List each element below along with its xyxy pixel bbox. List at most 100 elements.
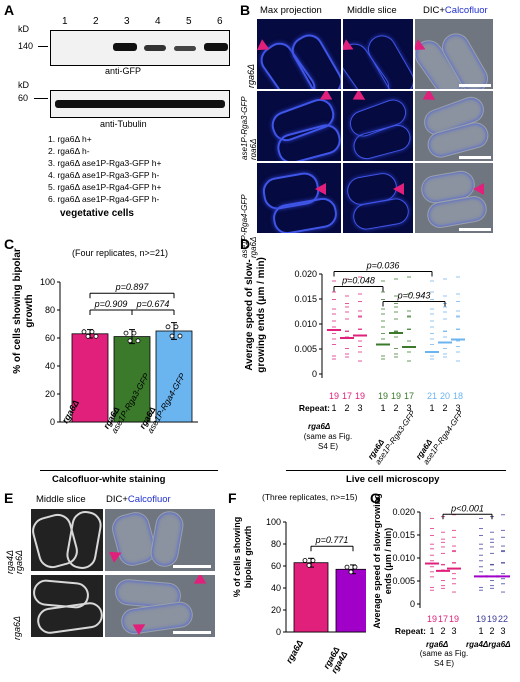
cell <box>64 509 103 571</box>
strain-legend-item: 5. rga6Δ ase1P-Rga4-GFP h+ <box>48 182 162 192</box>
scale-bar <box>459 228 491 231</box>
replicate-dot <box>85 333 91 339</box>
y-tick-label: 0.005 <box>294 344 317 354</box>
repeat-number: 1 <box>478 626 483 636</box>
vegetative-caption: vegetative cells <box>60 208 134 219</box>
row-label-rga3-sub: ase1P-Rga3-GFP <box>240 96 249 160</box>
panel-e-letter: E <box>4 490 14 506</box>
y-tick-label: 0.015 <box>392 530 415 540</box>
gfp-band <box>113 43 137 51</box>
micrograph-dic-r2 <box>414 90 494 162</box>
cell <box>148 509 186 570</box>
replicate-dot <box>302 558 308 563</box>
panel-d-g1: rga6Δ <box>308 422 331 431</box>
mw-140: 140 <box>18 41 34 51</box>
replicate-dot <box>310 558 316 563</box>
n-count: 19 <box>487 614 497 624</box>
row-label-rga6: rga6Δ <box>246 63 256 88</box>
e-col-middle-slice: Middle slice <box>36 494 86 505</box>
kd-label: kD <box>18 24 29 34</box>
kd-label-2: kD <box>18 80 29 90</box>
scale-bar <box>173 565 211 568</box>
lane-number: 3 <box>124 16 130 27</box>
strain-legend-item: 6. rga6Δ ase1P-Rga4-GFP h- <box>48 194 160 204</box>
repeat-number: 1 <box>380 403 385 413</box>
arrowhead-icon <box>190 575 207 589</box>
n-count: 19 <box>355 391 365 401</box>
replicate-dot <box>81 329 87 335</box>
speed-chart-d: 0 0.005 0.010 0.015 0.020 p=0.036 p=0.048 p=0.9… <box>294 261 465 413</box>
n-count: 19 <box>378 391 388 401</box>
bar <box>335 568 366 633</box>
y-tick-label: 80 <box>271 539 281 549</box>
n-count: 19 <box>427 614 437 624</box>
tubulin-blot <box>50 90 230 118</box>
n-count: 19 <box>391 391 401 401</box>
micrograph-mid-r1 <box>342 18 414 90</box>
lane-number: 4 <box>155 16 161 27</box>
n-count: 20 <box>440 391 450 401</box>
y-tick-label: 40 <box>271 583 281 593</box>
panel-d-ylabel: Average speed of slow-growing ends (μm /… <box>244 257 267 373</box>
mw-tick <box>38 46 48 47</box>
y-tick-label: 20 <box>45 389 55 399</box>
micrograph-dic-r3 <box>414 162 494 234</box>
e-middle-r2 <box>30 574 104 638</box>
panel-g-g1note: (same as Fig. S4 E) <box>419 649 469 668</box>
n-count: 17 <box>404 391 414 401</box>
y-tick-label: 80 <box>45 305 55 315</box>
micrograph-max-r1 <box>256 18 342 90</box>
repeat-number: 2 <box>440 626 445 636</box>
y-tick-label: 100 <box>266 517 281 527</box>
gfp-blot <box>50 30 230 66</box>
n-count: 17 <box>438 614 448 624</box>
bar <box>293 562 329 633</box>
replicate-dot <box>131 330 137 336</box>
n-count: 19 <box>476 614 486 624</box>
tubulin-blot-label: anti-Tubulin <box>100 119 147 129</box>
y-tick-label: 0.020 <box>294 269 317 279</box>
p-value: p=0.943 <box>397 291 431 301</box>
y-tick-label: 0.020 <box>392 507 415 517</box>
repeat-number: 3 <box>406 403 411 413</box>
panel-d-g1note: (same as Fig. S4 E) <box>303 432 353 451</box>
y-tick-label: 0.010 <box>294 319 317 329</box>
arrowhead-icon <box>315 183 326 195</box>
p-value: p=0.036 <box>366 261 400 271</box>
caption-line <box>40 470 218 471</box>
replicate-dot <box>344 564 350 570</box>
e-row-label-1-b: rga6Δ <box>14 549 24 574</box>
lane-number: 5 <box>186 16 192 27</box>
dic-label: DIC+ <box>423 5 445 16</box>
e-row-label-2: rga6Δ <box>12 615 22 640</box>
repeat-number: 3 <box>357 403 362 413</box>
lane-numbers: 1 2 3 4 5 6 <box>54 16 230 27</box>
scale-bar <box>173 631 211 634</box>
panel-c-letter: C <box>4 236 15 252</box>
panel-b-letter: B <box>240 2 251 18</box>
col-dic-calcofluor: DIC+Calcofluor <box>423 5 488 16</box>
scale-bar <box>459 156 491 159</box>
repeat-number: 1 <box>331 403 336 413</box>
e-middle-r1 <box>30 508 104 572</box>
arrowhead-icon <box>422 91 439 105</box>
repeat-number: 2 <box>393 403 398 413</box>
gfp-blot-label: anti-GFP <box>105 66 142 76</box>
e-col-dic-calcofluor: DIC+Calcofluor <box>106 494 171 505</box>
mw-60: 60 <box>18 93 29 103</box>
p-value: p=0.771 <box>315 535 349 545</box>
micrograph-mid-r3 <box>342 162 414 234</box>
replicate-dot <box>123 330 129 336</box>
repeat-number: 2 <box>442 403 447 413</box>
arrowhead-icon <box>352 91 369 105</box>
p-value: p=0.897 <box>115 282 150 292</box>
e-dic-label: DIC+ <box>106 494 128 505</box>
p-value: p=0.674 <box>136 299 170 309</box>
strain-legend: 1. rga6Δ h+ 2. rga6Δ h- 3. rga6Δ ase1P-R… <box>48 133 162 205</box>
replicate-dot <box>173 324 179 330</box>
calcofluor-label: Calcofluor <box>444 5 488 16</box>
y-tick-label: 0 <box>276 627 281 637</box>
lane-number: 1 <box>62 16 68 27</box>
gfp-band <box>204 43 228 51</box>
